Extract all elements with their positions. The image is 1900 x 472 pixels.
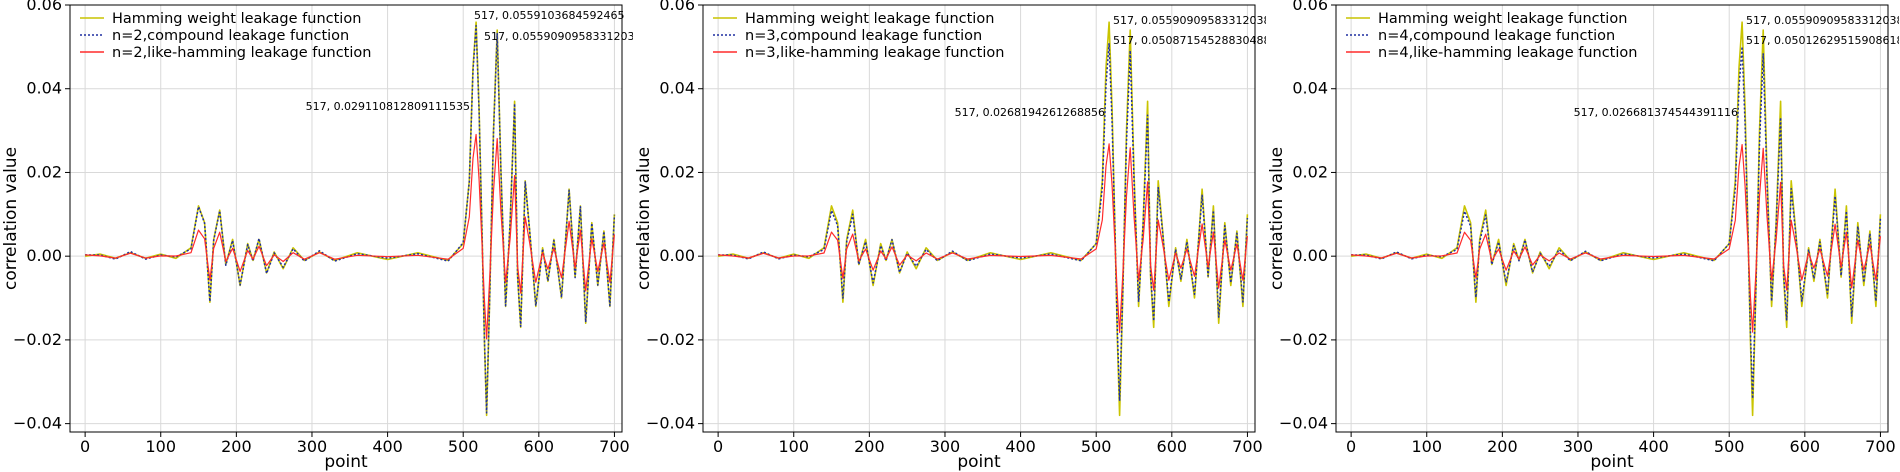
x-tick-label: 600: [1157, 437, 1188, 456]
x-tick-label: 300: [297, 437, 328, 456]
annotation-2: 517, 0.05012629515908618: [1746, 34, 1899, 47]
legend: Hamming weight leakage functionn=3,compo…: [713, 11, 1004, 61]
annotation-3: 517, 0.0268194261268856: [955, 106, 1105, 119]
series-line-1: [717, 21, 1249, 417]
annotation-3: 517, 0.029110812809111535: [306, 100, 470, 113]
chart-panel-3: 0 100 200 300 400 500 600 700 0.06 0.04 0.02 0.00 −0…: [1266, 0, 1899, 472]
chart-1-svg: 0 100 200 300 400 500 600 700 0.06 0.04 0.02 0.00 −0…: [1, 0, 633, 472]
series-line-2: [85, 24, 616, 414]
x-axis-label: point: [1590, 452, 1634, 472]
y-tick-label: −0.02: [13, 330, 62, 349]
annotation-1: 517, 0.0559103684592465: [474, 9, 624, 22]
series-line-1: [84, 21, 616, 417]
x-tick-label: 200: [1487, 437, 1518, 456]
annotation-2: 517, 0.0559090958331203​8: [484, 30, 633, 43]
x-axis-label: point: [957, 452, 1001, 472]
legend-label-3: n=2,like-hamming leakage function: [112, 45, 371, 61]
y-tick-label: 0.00: [659, 246, 695, 265]
x-tick-label: 700: [599, 437, 630, 456]
x-tick-label: 100: [778, 437, 809, 456]
annotation-1: 517, 0.05590909583312038: [1113, 14, 1266, 27]
legend-label-1: Hamming weight leakage function: [745, 11, 994, 27]
y-tick-label: −0.02: [646, 330, 695, 349]
legend: Hamming weight leakage functionn=4,compo…: [1346, 11, 1637, 61]
y-axis-label: correlation value: [1267, 147, 1287, 290]
x-tick-label: 700: [1865, 437, 1896, 456]
x-tick-label: 600: [1790, 437, 1821, 456]
y-tick-label: 0.00: [1292, 246, 1328, 265]
y-tick-label: 0.06: [659, 0, 695, 14]
chart-3-svg: 0 100 200 300 400 500 600 700 0.06 0.04 0.02 0.00 −0…: [1267, 0, 1899, 472]
y-tick-label: −0.04: [1279, 414, 1328, 433]
y-tick-label: 0.06: [1292, 0, 1328, 14]
legend-label-2: n=2,compound leakage function: [112, 28, 349, 44]
annotation-3: 517, 0.026681374544391116: [1574, 106, 1738, 119]
annotation-2: 517, 0.05087154528830488: [1113, 34, 1266, 47]
x-tick-label: 100: [145, 437, 176, 456]
series-line-2: [1351, 45, 1882, 400]
legend-label-3: n=3,like-hamming leakage function: [745, 45, 1004, 61]
y-tick-label: −0.02: [1279, 330, 1328, 349]
x-tick-label: 700: [1232, 437, 1263, 456]
series-line-1: [1350, 21, 1882, 417]
x-tick-label: 200: [221, 437, 252, 456]
legend: Hamming weight leakage functionn=2,compo…: [80, 11, 371, 61]
series-line-3: [85, 133, 615, 340]
legend-label-2: n=3,compound leakage function: [745, 28, 982, 44]
y-axis-label: correlation value: [634, 147, 654, 290]
y-axis-label: correlation value: [1, 147, 21, 290]
x-tick-label: 0: [713, 437, 723, 456]
series-line-3: [1351, 144, 1881, 333]
legend-label-1: Hamming weight leakage function: [1378, 11, 1627, 27]
plot-frame: [69, 4, 623, 433]
chart-panel-2: 0 100 200 300 400 500 600 700 0.06 0.04 0.02 0.00 −0…: [633, 0, 1266, 472]
legend-label-1: Hamming weight leakage function: [112, 11, 361, 27]
x-tick-label: 300: [930, 437, 961, 456]
plot-frame: [702, 4, 1256, 433]
x-tick-label: 300: [1563, 437, 1594, 456]
y-tick-label: 0.02: [659, 162, 695, 181]
x-axis-label: point: [324, 452, 368, 472]
x-tick-label: 500: [448, 437, 479, 456]
series-line-3: [718, 143, 1248, 334]
plot-frame: [1335, 4, 1889, 433]
y-tick-label: 0.00: [26, 246, 62, 265]
y-tick-label: 0.04: [26, 79, 62, 98]
x-tick-label: 0: [1346, 437, 1356, 456]
y-tick-label: −0.04: [13, 414, 62, 433]
x-tick-label: 400: [372, 437, 403, 456]
x-tick-label: 400: [1005, 437, 1036, 456]
legend-label-3: n=4,like-hamming leakage function: [1378, 45, 1637, 61]
legend-label-2: n=4,compound leakage function: [1378, 28, 1615, 44]
x-tick-label: 400: [1638, 437, 1669, 456]
y-tick-label: 0.02: [1292, 162, 1328, 181]
x-tick-label: 100: [1411, 437, 1442, 456]
y-tick-label: −0.04: [646, 414, 695, 433]
x-tick-label: 500: [1081, 437, 1112, 456]
y-tick-label: 0.02: [26, 162, 62, 181]
x-tick-label: 200: [854, 437, 885, 456]
annotation-1: 517, 0.05590909583312038: [1746, 14, 1899, 27]
y-tick-label: 0.04: [1292, 79, 1328, 98]
y-tick-label: 0.06: [26, 0, 62, 14]
x-tick-label: 0: [80, 437, 90, 456]
x-tick-label: 600: [524, 437, 555, 456]
y-tick-label: 0.04: [659, 79, 695, 98]
chart-2-svg: 0 100 200 300 400 500 600 700 0.06 0.04 0.02 0.00 −0…: [634, 0, 1266, 472]
chart-panel-1: 0 100 200 300 400 500 600 700 0.06 0.04 0.02 0.00 −0…: [0, 0, 633, 472]
series-line-2: [718, 42, 1249, 402]
x-tick-label: 500: [1714, 437, 1745, 456]
